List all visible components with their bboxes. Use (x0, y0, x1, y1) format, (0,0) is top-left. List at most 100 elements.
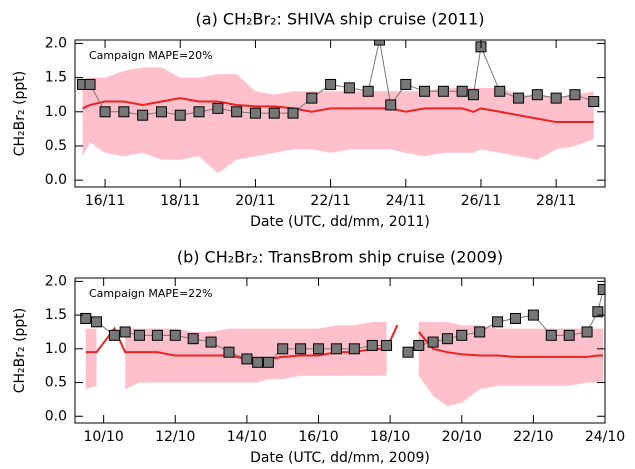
observed-point (137, 109, 149, 121)
observed-point (531, 89, 543, 101)
x-tick-label: 24/10 (585, 429, 625, 445)
observed-point (151, 329, 163, 341)
observed-point (362, 85, 374, 97)
observed-point (343, 82, 355, 94)
observed-point (563, 329, 575, 341)
observed-point (441, 333, 453, 345)
observed-point (550, 92, 562, 104)
y-axis-label: CH₂Br₂ (ppt) (12, 71, 28, 157)
plot-area (80, 283, 605, 407)
observed-point (509, 312, 521, 324)
observed-point (494, 85, 506, 97)
observed-point (119, 326, 131, 338)
x-tick-label: 10/10 (83, 429, 123, 445)
observed-point (592, 306, 604, 318)
observed-point (174, 109, 186, 121)
observed-point (492, 316, 504, 328)
observed-point (366, 339, 378, 351)
x-tick-label: 16/10 (298, 429, 338, 445)
x-axis-label: Date (UTC, dd/mm, 2009) (250, 450, 430, 466)
observed-point (330, 343, 342, 355)
observed-point (597, 283, 605, 295)
y-tick-label: 0.5 (45, 138, 67, 154)
observed-point (581, 326, 593, 338)
y-axis-label: CH₂Br₂ (ppt) (12, 308, 28, 394)
y-tick-label: 0.5 (45, 375, 67, 391)
plot-frame (74, 277, 606, 424)
observed-point (212, 102, 224, 114)
x-axis-label: Date (UTC, dd/mm, 2011) (250, 214, 430, 230)
x-tick-label: 12/10 (155, 429, 195, 445)
observed-point (325, 78, 337, 90)
y-tick-label: 1.5 (45, 70, 67, 86)
observed-point (193, 106, 205, 118)
model-range (82, 67, 594, 174)
observed-point (456, 329, 468, 341)
x-tick-label: 16/11 (85, 193, 125, 209)
annotation: Campaign MAPE=22% (89, 287, 213, 300)
observed-point (427, 336, 439, 348)
observed-point (80, 312, 92, 324)
y-tick-label: 1.0 (45, 341, 67, 357)
observed-point (277, 343, 289, 355)
observed-point (373, 40, 385, 46)
observed-point (205, 336, 217, 348)
observed-point (252, 356, 264, 368)
x-tick-label: 18/10 (370, 429, 410, 445)
plot-frame (74, 39, 606, 188)
observed-point (90, 316, 102, 328)
model-range (418, 321, 604, 407)
observed-point (223, 346, 235, 358)
observed-point (413, 339, 425, 351)
x-tick-label: 26/11 (461, 193, 501, 209)
observed-point (84, 78, 96, 90)
observed-point (437, 85, 449, 97)
observed-point (313, 343, 325, 355)
observed-point (419, 85, 431, 97)
observed-point (545, 329, 557, 341)
observed-point (400, 78, 412, 90)
x-tick-label: 18/11 (160, 193, 200, 209)
observed-point (402, 346, 414, 358)
model-range (85, 328, 97, 390)
observed-point (287, 107, 299, 119)
observed-point (169, 329, 181, 341)
observed-point (241, 353, 253, 365)
x-tick-label: 20/11 (235, 193, 275, 209)
observed-point (467, 89, 479, 101)
observed-point (108, 329, 120, 341)
observed-point (348, 343, 360, 355)
observed-point (474, 326, 486, 338)
observed-point (268, 107, 280, 119)
y-tick-label: 1.0 (45, 104, 67, 120)
x-tick-label: 22/10 (513, 429, 553, 445)
chart-title: (b) CH₂Br₂: TransBrom ship cruise (2009) (177, 248, 503, 267)
x-tick-label: 20/10 (442, 429, 482, 445)
plot-area (77, 40, 600, 174)
observed-point (155, 106, 167, 118)
observed-point (306, 92, 318, 104)
y-tick-label: 2.0 (45, 273, 67, 289)
y-tick-label: 0.0 (45, 172, 67, 188)
model-range (125, 321, 387, 390)
annotation: Campaign MAPE=20% (89, 49, 213, 62)
observed-point (456, 85, 468, 97)
observed-point (569, 89, 581, 101)
observed-point (133, 329, 145, 341)
y-tick-label: 2.0 (45, 35, 67, 51)
y-tick-label: 0.0 (45, 408, 67, 424)
observed-point (99, 106, 111, 118)
observed-point (385, 99, 397, 111)
x-tick-label: 28/11 (536, 193, 576, 209)
x-tick-label: 24/11 (386, 193, 426, 209)
y-tick-label: 1.5 (45, 307, 67, 323)
x-tick-label: 22/11 (310, 193, 350, 209)
observed-point (118, 106, 130, 118)
observed-point (231, 106, 243, 118)
observed-point (588, 96, 600, 108)
observed-point (527, 309, 539, 321)
chart-title: (a) CH₂Br₂: SHIVA ship cruise (2011) (196, 10, 485, 29)
observed-point (381, 339, 393, 351)
model-line (82, 97, 594, 124)
